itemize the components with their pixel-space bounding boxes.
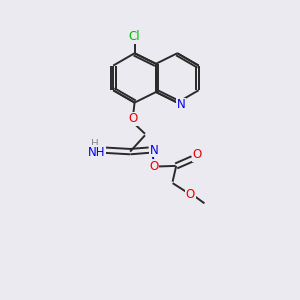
Text: H: H: [91, 139, 99, 148]
Text: O: O: [192, 148, 202, 161]
Text: O: O: [186, 188, 195, 201]
Text: N: N: [176, 98, 185, 112]
Text: O: O: [149, 160, 158, 173]
Text: Cl: Cl: [129, 30, 140, 43]
Text: NH: NH: [88, 146, 105, 159]
Text: N: N: [149, 144, 158, 157]
Text: O: O: [128, 112, 138, 125]
